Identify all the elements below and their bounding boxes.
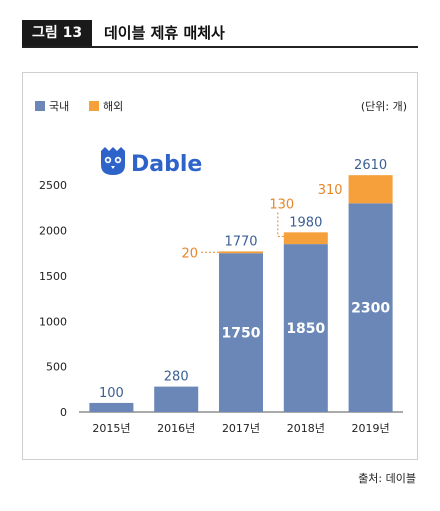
legend-domestic-swatch — [35, 101, 45, 111]
total-value-label: 280 — [164, 370, 189, 385]
x-tick-label: 2015년 — [92, 422, 130, 435]
logo-wordmark: Dable — [131, 152, 202, 177]
overseas-value-label: 130 — [269, 197, 294, 212]
bar-overseas — [219, 251, 263, 254]
figure-number-badge: 그림 13 — [22, 20, 92, 46]
bar-domestic — [219, 253, 263, 412]
bar-overseas — [348, 175, 393, 204]
bar-domestic — [154, 386, 199, 412]
domestic-value-label: 1850 — [286, 321, 325, 337]
x-tick-label: 2017년 — [222, 422, 260, 435]
y-tick-label: 1000 — [39, 315, 67, 328]
unit-label: (단위: 개) — [361, 100, 407, 113]
legend-overseas-swatch — [89, 101, 99, 111]
x-tick-label: 2019년 — [352, 422, 390, 435]
legend-overseas-label: 해외 — [103, 99, 123, 113]
domestic-value-label: 2300 — [351, 301, 390, 317]
overseas-leader-line — [277, 212, 284, 237]
y-tick-label: 500 — [46, 361, 67, 374]
dable-logo: Dable — [101, 147, 202, 177]
legend-domestic-label: 국내 — [49, 100, 69, 113]
bar-domestic — [89, 402, 134, 412]
owl-logo-icon — [101, 147, 125, 175]
total-value-label: 100 — [99, 386, 124, 401]
total-value-label: 2610 — [354, 158, 387, 173]
x-tick-label: 2018년 — [287, 422, 325, 435]
bar-overseas — [283, 232, 328, 245]
overseas-value-label: 20 — [181, 246, 198, 261]
x-axis-tick-labels: 2015년 2016년 2017년 2018년 2019년 — [92, 422, 389, 435]
y-tick-label: 1500 — [39, 270, 67, 283]
figure-title: 데이블 제휴 매체사 — [104, 24, 225, 42]
total-value-label: 1770 — [224, 234, 257, 249]
total-value-label: 1980 — [289, 215, 322, 230]
bar-domestic — [283, 244, 328, 412]
domestic-value-label: 1750 — [222, 326, 261, 342]
source-note: 출처: 데이블 — [358, 472, 416, 485]
bar-domestic — [348, 203, 393, 412]
stacked-bar-chart: 국내 해외 (단위: 개) Dable 0 500 1000 1500 2000 2500… — [35, 99, 407, 435]
y-tick-label: 2500 — [39, 179, 67, 192]
x-tick-label: 2016년 — [157, 422, 195, 435]
header-rule — [22, 46, 418, 48]
figure-header: 그림 13 데이블 제휴 매체사 — [22, 20, 418, 48]
y-tick-label: 0 — [60, 406, 67, 419]
overseas-value-label: 310 — [318, 183, 343, 198]
y-tick-label: 2000 — [39, 225, 67, 238]
bars: 100 280 1770 1750 20 1980 1850 130 2610 2300 310 — [89, 158, 393, 412]
y-axis: 0 500 1000 1500 2000 2500 — [39, 179, 67, 419]
chart-panel: 국내 해외 (단위: 개) Dable 0 500 1000 1500 2000 2500… — [22, 72, 418, 460]
